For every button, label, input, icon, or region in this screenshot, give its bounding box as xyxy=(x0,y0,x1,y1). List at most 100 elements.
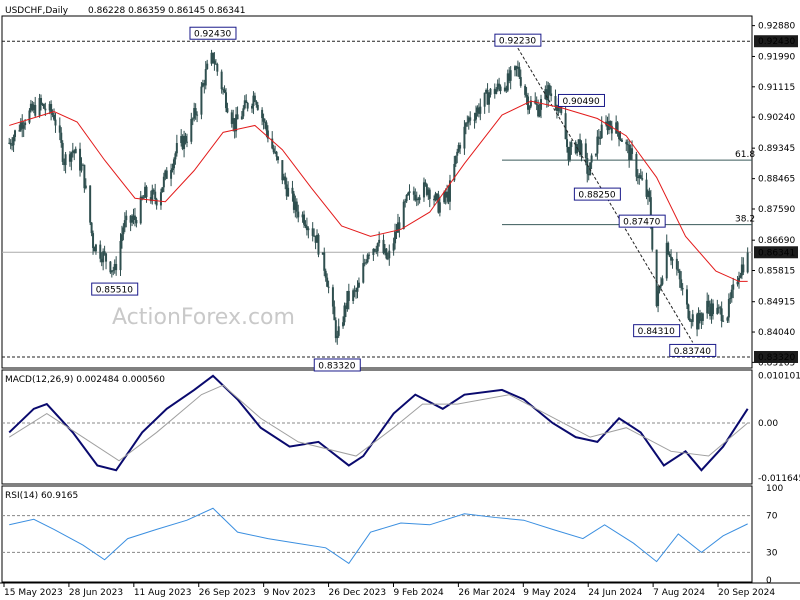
candle-body xyxy=(115,263,118,271)
candle-body xyxy=(42,104,45,109)
candle-body xyxy=(196,114,199,116)
candle-body xyxy=(223,89,226,93)
ohlc-readout: 0.86228 0.86359 0.86145 0.86341 xyxy=(88,6,245,16)
candle-body xyxy=(540,99,543,110)
candle-body xyxy=(739,275,742,278)
candle-body xyxy=(422,182,425,198)
candle-body xyxy=(570,142,573,148)
candle-body xyxy=(243,100,246,109)
candle-body xyxy=(224,92,227,109)
candle-body xyxy=(554,96,557,107)
date-axis-label: 9 May 2024 xyxy=(523,588,576,598)
candle-body xyxy=(680,279,683,288)
rsi-axis-label: 30 xyxy=(766,548,778,558)
candle-body xyxy=(722,320,725,322)
candle-body xyxy=(285,184,288,197)
candle-body xyxy=(697,313,700,330)
candle-body xyxy=(415,198,418,201)
candle-body xyxy=(122,227,125,235)
candle-body xyxy=(317,234,320,255)
candle-body xyxy=(142,197,145,199)
candle-body xyxy=(84,185,87,189)
candle-body xyxy=(113,263,116,271)
candle-body xyxy=(418,197,421,200)
swing-label-box xyxy=(573,187,621,201)
candle-body xyxy=(698,313,701,319)
candle-body xyxy=(375,250,378,252)
candle-body xyxy=(435,193,438,195)
candle-body xyxy=(489,88,492,95)
candle-body xyxy=(216,64,219,72)
candle-body xyxy=(616,122,619,132)
candle-body xyxy=(547,85,550,101)
candle-body xyxy=(40,97,43,104)
candle-body xyxy=(631,148,634,154)
price-axis-label: 0.89345 xyxy=(758,144,795,154)
price-axis-label: 0.90240 xyxy=(758,113,795,123)
candle-body xyxy=(170,170,173,179)
candle-body xyxy=(301,214,304,218)
candle-body xyxy=(311,228,314,236)
candle-body xyxy=(535,103,538,105)
candle-body xyxy=(365,262,368,264)
candle-body xyxy=(109,261,112,273)
candle-body xyxy=(44,108,47,111)
candle-body xyxy=(316,234,319,243)
candle-body xyxy=(89,185,92,223)
candle-body xyxy=(641,178,644,180)
candle-body xyxy=(48,104,51,111)
candle-body xyxy=(506,73,509,91)
candle-body xyxy=(80,164,83,171)
candle-body xyxy=(242,108,245,117)
candle-body xyxy=(596,136,599,154)
candle-body xyxy=(402,201,405,230)
candle-body xyxy=(172,159,175,169)
symbol-title: USDCHF,Daily xyxy=(5,6,69,16)
candle-body xyxy=(372,249,375,256)
candle-body xyxy=(508,73,511,81)
candle-body xyxy=(252,95,255,106)
date-axis-label: 9 Feb 2024 xyxy=(393,588,444,598)
candle-body xyxy=(32,104,35,111)
watermark: ActionForex.com xyxy=(112,305,295,330)
last-price-tag-text: 0.86341 xyxy=(758,248,795,258)
candle-body xyxy=(226,108,229,113)
candle-body xyxy=(700,318,703,321)
macd-axis-label: 0.010101 xyxy=(758,371,800,381)
candle-body xyxy=(649,197,652,225)
candle-body xyxy=(716,307,719,315)
fib-level-label: 61.8 xyxy=(735,150,755,160)
candle-body xyxy=(659,284,662,287)
candle-body xyxy=(657,291,660,306)
candle-body xyxy=(149,197,152,202)
macd-axis-label: 0.00 xyxy=(758,419,778,429)
date-axis-label: 20 Sep 2024 xyxy=(718,588,775,598)
candle-body xyxy=(408,191,411,194)
candle-body xyxy=(144,186,147,198)
candle-body xyxy=(629,148,632,161)
candle-body xyxy=(357,282,360,288)
candle-body xyxy=(154,191,157,200)
candle-body xyxy=(514,66,517,71)
candle-body xyxy=(342,322,345,327)
candle-body xyxy=(129,215,132,223)
candle-body xyxy=(11,144,14,146)
candle-body xyxy=(125,215,128,221)
candle-body xyxy=(550,93,553,97)
fib-level-label: 38.2 xyxy=(735,215,755,225)
candle-body xyxy=(618,131,621,140)
candle-body xyxy=(175,143,178,154)
candle-body xyxy=(151,189,154,202)
candle-body xyxy=(496,83,499,90)
candle-body xyxy=(222,89,225,91)
price-axis-label: 0.83165 xyxy=(758,358,795,368)
candle-body xyxy=(717,307,720,309)
candle-body xyxy=(230,112,233,124)
candle-body xyxy=(200,86,203,115)
candle-body xyxy=(584,143,587,158)
candle-body xyxy=(213,60,216,64)
candle-body xyxy=(193,108,196,119)
candle-body xyxy=(730,289,733,298)
candle-body xyxy=(600,124,603,139)
candle-body xyxy=(376,243,379,252)
